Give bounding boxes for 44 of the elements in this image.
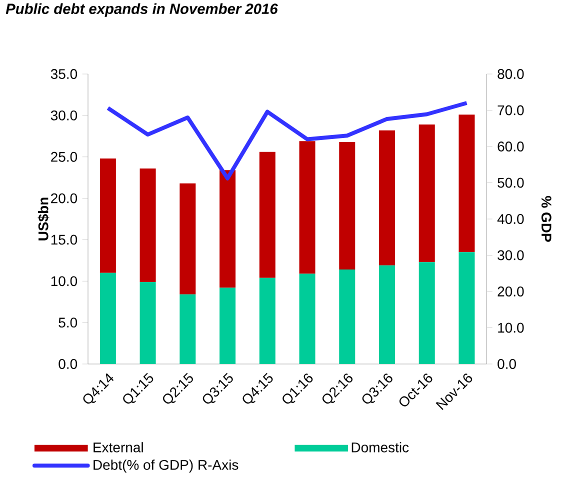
bar [100,272,116,364]
bar [418,262,435,364]
y-tick-label: 5.0 [58,318,78,328]
y-axis-title: US$bn [38,198,50,240]
bar [379,130,396,266]
bar [299,274,316,364]
bar [180,183,196,294]
bar [339,270,356,364]
bar [379,265,396,364]
bar [140,168,156,282]
y-tick-label: 15.0 [51,234,78,245]
bar [458,252,475,364]
chart-title: Public debt expands in November 2016 [6,3,278,17]
y2-tick-label: 70.0 [498,105,524,116]
y2-tick-label: 40.0 [497,214,524,224]
y2-tick-label: 30.0 [498,250,524,260]
y2-tick-label: 80.0 [498,69,524,79]
bar [259,152,276,278]
bar [140,282,156,364]
y-tick-label: 0.0 [58,359,78,369]
bar [220,170,236,288]
legend-label: External [94,442,143,452]
y2-tick-label: 0.0 [498,359,516,369]
y2-tick-label: 10.0 [498,322,524,333]
y-tick-label: 10.0 [51,276,78,286]
y-tick-label: 25.0 [51,152,78,162]
bar [418,124,435,262]
y-tick-label: 20.0 [51,193,78,204]
y2-tick-label: 20.0 [498,286,524,296]
bar [299,141,316,274]
bar [220,288,236,364]
y2-tick-label: 60.0 [498,142,524,152]
bar [180,294,196,364]
bar [339,142,356,270]
bar [259,278,276,364]
y2-axis-title: % GDP [541,196,552,242]
y-tick-label: 35.0 [50,69,78,79]
bar [100,158,116,273]
bar [458,114,475,252]
y-tick-label: 30.0 [50,110,78,120]
legend-label: Domestic [352,442,409,452]
line-series [106,101,469,180]
y2-tick-label: 50.0 [498,178,524,188]
legend-label: Debt(% of GDP) R-Axis [94,460,238,473]
